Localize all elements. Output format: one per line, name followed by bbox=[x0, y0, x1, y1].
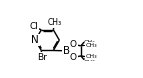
Text: O: O bbox=[70, 53, 77, 62]
Text: CH₃: CH₃ bbox=[84, 40, 96, 45]
Text: B: B bbox=[63, 46, 70, 56]
Text: N: N bbox=[31, 35, 39, 45]
Text: CH₃: CH₃ bbox=[86, 54, 97, 59]
Text: Cl: Cl bbox=[29, 22, 38, 31]
Text: CH₃: CH₃ bbox=[47, 18, 61, 27]
Text: CH₃: CH₃ bbox=[84, 57, 96, 62]
Text: Br: Br bbox=[37, 53, 47, 62]
Text: O: O bbox=[70, 40, 77, 49]
Text: CH₃: CH₃ bbox=[86, 43, 97, 48]
